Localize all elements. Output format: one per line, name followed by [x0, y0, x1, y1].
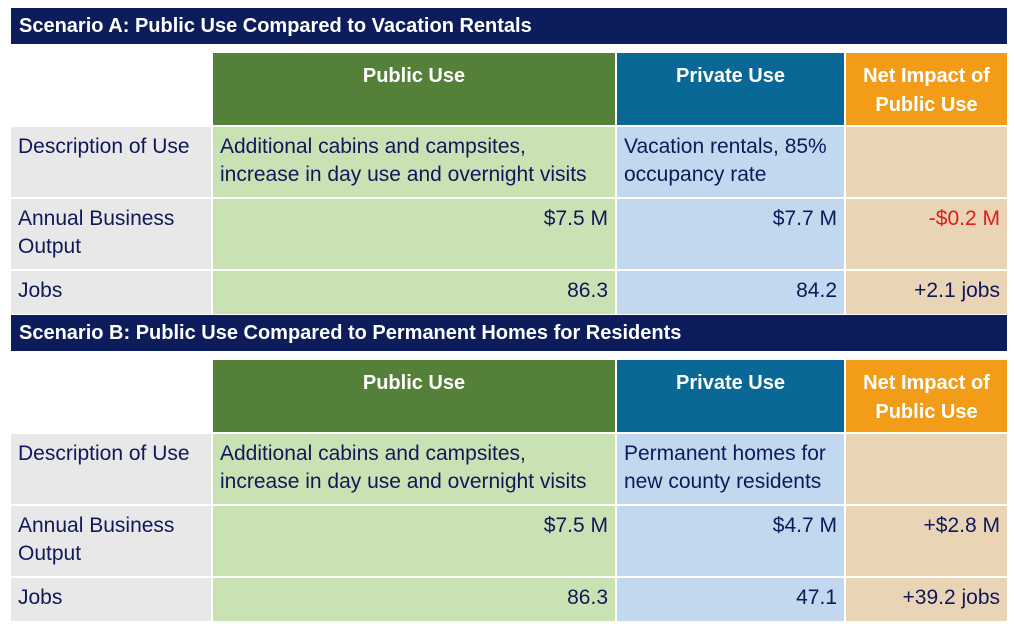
private-output: $7.7 M: [617, 199, 844, 269]
private-output: $4.7 M: [617, 506, 844, 576]
net-output: -$0.2 M: [846, 199, 1007, 269]
row-label-jobs: Jobs: [11, 271, 211, 314]
header-corner: [11, 53, 211, 125]
header-net-impact: Net Impact of Public Use: [846, 360, 1007, 432]
row-label-jobs: Jobs: [11, 578, 211, 621]
scenario-a-title: Scenario A: Public Use Compared to Vacat…: [11, 8, 1007, 44]
private-jobs: 84.2: [617, 271, 844, 314]
net-jobs: +2.1 jobs: [846, 271, 1007, 314]
scenario-b-title: Scenario B: Public Use Compared to Perma…: [11, 315, 1007, 351]
row-label-output: Annual Business Output: [11, 199, 211, 269]
net-jobs: +39.2 jobs: [846, 578, 1007, 621]
net-description: [846, 434, 1007, 504]
public-description: Additional cabins and campsites, increas…: [213, 434, 615, 504]
net-output: +$2.8 M: [846, 506, 1007, 576]
public-jobs: 86.3: [213, 271, 615, 314]
private-description: Permanent homes for new county residents: [617, 434, 844, 504]
row-label-output: Annual Business Output: [11, 506, 211, 576]
header-corner: [11, 360, 211, 432]
public-description: Additional cabins and campsites, increas…: [213, 127, 615, 197]
header-private-use: Private Use: [617, 360, 844, 432]
public-output: $7.5 M: [213, 199, 615, 269]
public-jobs: 86.3: [213, 578, 615, 621]
public-output: $7.5 M: [213, 506, 615, 576]
private-jobs: 47.1: [617, 578, 844, 621]
header-public-use: Public Use: [213, 360, 615, 432]
row-label-description: Description of Use: [11, 434, 211, 504]
net-description: [846, 127, 1007, 197]
header-public-use: Public Use: [213, 53, 615, 125]
row-label-description: Description of Use: [11, 127, 211, 197]
private-description: Vacation rentals, 85% occupancy rate: [617, 127, 844, 197]
header-private-use: Private Use: [617, 53, 844, 125]
header-net-impact: Net Impact of Public Use: [846, 53, 1007, 125]
